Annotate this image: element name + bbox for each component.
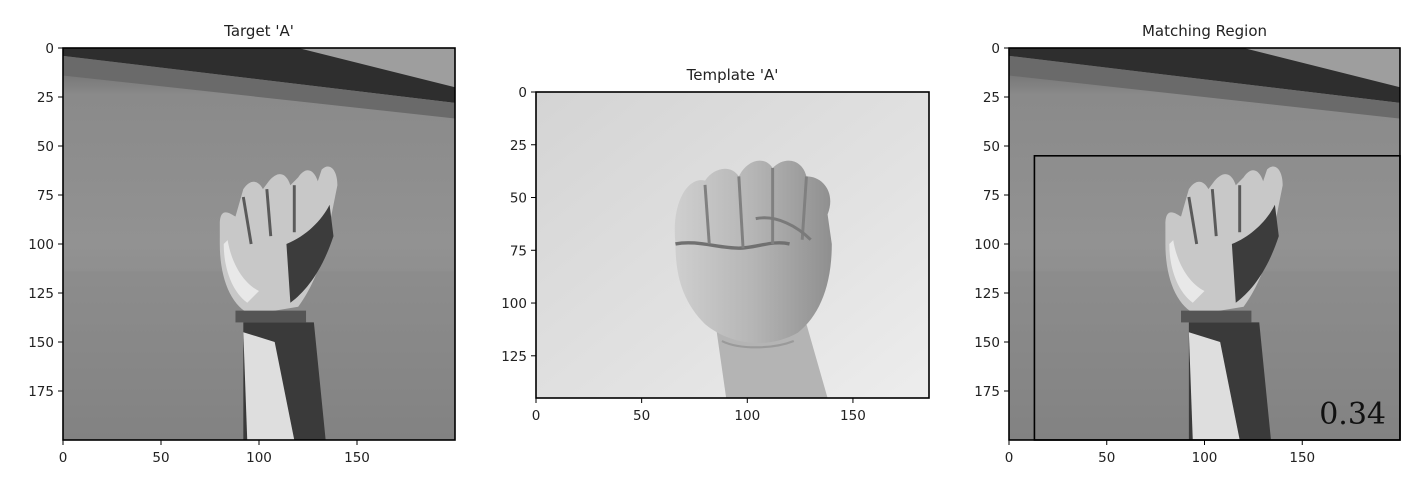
target-xtick-label: 150 xyxy=(344,450,370,466)
target-ytick-label: 125 xyxy=(28,286,54,302)
target-xtick-label: 100 xyxy=(246,450,272,466)
target-ytick-label: 175 xyxy=(28,384,54,400)
matching-xtick-label: 150 xyxy=(1289,450,1315,466)
match-score-label: 0.34 xyxy=(1319,397,1386,432)
matching-image xyxy=(1007,46,1402,442)
matching-panel: 0.34 Matching Region 0 50 100 150 0 25 50 75 100 12… xyxy=(974,22,1402,466)
target-image xyxy=(61,46,457,442)
target-panel: Target 'A' 0 50 100 150 0 25 50 75 100 125 150 175 xyxy=(28,22,457,466)
matching-ytick-label: 50 xyxy=(983,139,1000,155)
matching-xtick-label: 50 xyxy=(1098,450,1115,466)
template-title: Template 'A' xyxy=(686,66,779,84)
matching-xtick-label: 100 xyxy=(1192,450,1218,466)
template-xtick-label: 100 xyxy=(734,408,760,424)
target-ytick-label: 100 xyxy=(28,237,54,253)
template-ytick-label: 0 xyxy=(518,85,527,101)
template-ytick-label: 125 xyxy=(501,349,527,365)
target-xtick-label: 50 xyxy=(152,450,169,466)
template-xtick-label: 0 xyxy=(532,408,541,424)
target-title: Target 'A' xyxy=(223,22,294,40)
target-ytick-label: 50 xyxy=(37,139,54,155)
template-ytick-label: 25 xyxy=(510,138,527,154)
matching-ytick-label: 125 xyxy=(974,286,1000,302)
target-ytick-label: 25 xyxy=(37,90,54,106)
matching-ytick-label: 75 xyxy=(983,188,1000,204)
matching-ytick-label: 0 xyxy=(991,41,1000,57)
template-ytick-label: 75 xyxy=(510,243,527,259)
template-ytick-label: 50 xyxy=(510,191,527,207)
target-ytick-label: 0 xyxy=(45,41,54,57)
template-xtick-label: 150 xyxy=(840,408,866,424)
template-axes-frame xyxy=(535,91,930,399)
matching-ytick-label: 175 xyxy=(974,384,1000,400)
template-ytick-label: 100 xyxy=(501,296,527,312)
template-xtick-label: 50 xyxy=(633,408,650,424)
template-image xyxy=(534,90,931,400)
matching-title: Matching Region xyxy=(1142,22,1267,40)
matching-ytick-label: 100 xyxy=(974,237,1000,253)
target-xtick-label: 0 xyxy=(59,450,68,466)
matching-xtick-label: 0 xyxy=(1005,450,1014,466)
target-ytick-label: 150 xyxy=(28,335,54,351)
matching-ytick-label: 25 xyxy=(983,90,1000,106)
target-ytick-label: 75 xyxy=(37,188,54,204)
template-panel: Template 'A' 0 50 100 150 0 25 50 75 100 125 xyxy=(501,66,931,424)
matching-ytick-label: 150 xyxy=(974,335,1000,351)
